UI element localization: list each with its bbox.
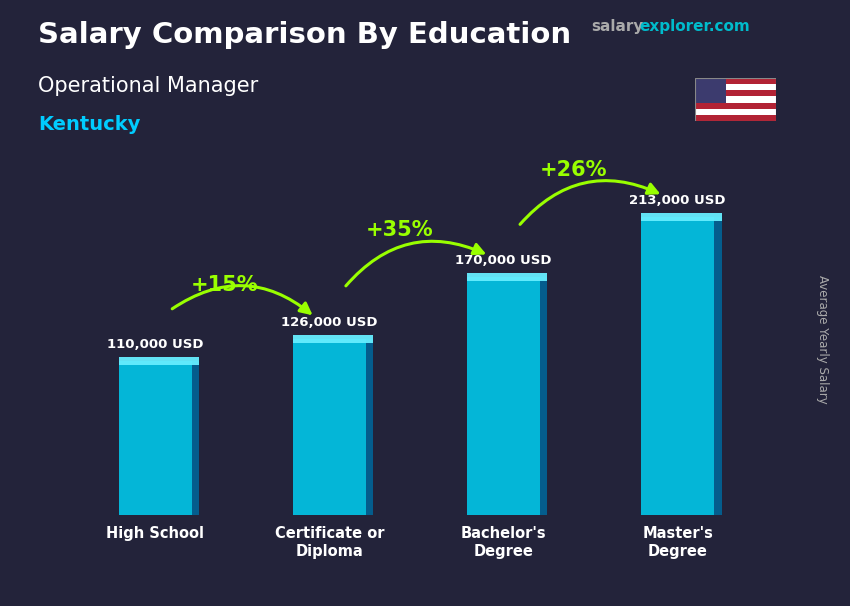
Text: +35%: +35% bbox=[366, 220, 433, 240]
Bar bbox=[119, 361, 192, 515]
Bar bbox=[695, 102, 776, 108]
Bar bbox=[695, 115, 776, 121]
Bar bbox=[714, 217, 722, 515]
Text: +15%: +15% bbox=[191, 275, 258, 295]
Bar bbox=[695, 96, 776, 102]
Text: +26%: +26% bbox=[540, 160, 607, 180]
Bar bbox=[695, 78, 726, 102]
Text: Kentucky: Kentucky bbox=[38, 115, 140, 134]
Text: 126,000 USD: 126,000 USD bbox=[281, 316, 377, 328]
Text: 110,000 USD: 110,000 USD bbox=[107, 338, 203, 351]
Text: explorer.com: explorer.com bbox=[639, 19, 750, 35]
Bar bbox=[119, 358, 199, 365]
Bar bbox=[641, 213, 722, 221]
Text: Operational Manager: Operational Manager bbox=[38, 76, 258, 96]
Bar bbox=[695, 90, 776, 96]
Bar bbox=[192, 361, 199, 515]
Bar bbox=[293, 339, 366, 515]
Bar bbox=[641, 217, 714, 515]
Text: salary: salary bbox=[591, 19, 643, 35]
Bar bbox=[695, 108, 776, 115]
Bar bbox=[695, 84, 776, 90]
Bar bbox=[467, 273, 547, 281]
Bar bbox=[293, 335, 373, 343]
Text: Salary Comparison By Education: Salary Comparison By Education bbox=[38, 21, 571, 49]
Text: 213,000 USD: 213,000 USD bbox=[630, 194, 726, 207]
Bar bbox=[366, 339, 373, 515]
Bar bbox=[695, 78, 776, 84]
Text: 170,000 USD: 170,000 USD bbox=[456, 254, 552, 267]
Bar bbox=[540, 278, 547, 515]
Bar bbox=[467, 278, 540, 515]
Text: Average Yearly Salary: Average Yearly Salary bbox=[816, 275, 829, 404]
